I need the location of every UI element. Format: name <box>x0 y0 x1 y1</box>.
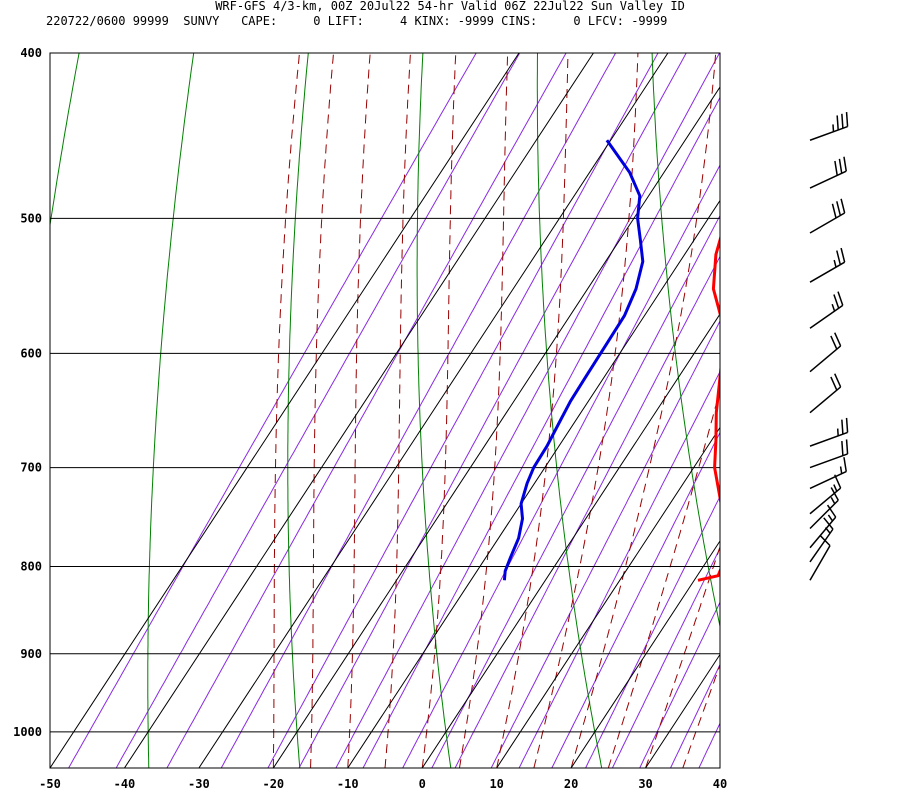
wind-barb <box>809 332 842 373</box>
dry-adiabat-line <box>287 53 309 768</box>
wind-barb <box>809 417 849 447</box>
isotherm-line <box>198 53 669 768</box>
wind-barb <box>809 487 839 530</box>
mixing-ratio-line <box>698 722 720 768</box>
y-tick-label: 400 <box>20 46 42 60</box>
dry-adiabat-line <box>881 53 900 768</box>
wind-barb <box>809 457 847 490</box>
isotherm-line <box>421 313 720 768</box>
wind-barb <box>809 504 837 549</box>
mixing-ratio-line <box>518 370 720 768</box>
dewpoint-profile-line <box>502 139 645 581</box>
mixing-ratio-line <box>267 53 659 768</box>
wind-barb <box>809 517 834 563</box>
mixing-ratio-line <box>166 53 567 768</box>
isotherm-line <box>50 53 520 768</box>
y-tick-label: 500 <box>20 211 42 225</box>
moist-adiabat-line <box>645 545 720 768</box>
wind-barb <box>809 373 842 414</box>
mixing-ratio-line <box>298 53 687 768</box>
wind-barb <box>809 112 849 141</box>
wind-barb <box>809 198 846 234</box>
x-tick-label: 20 <box>564 777 578 791</box>
mixing-ratio-line <box>431 214 720 768</box>
mixing-ratio-line <box>362 96 720 768</box>
x-tick-label: -50 <box>39 777 61 791</box>
moist-adiabat-line <box>421 53 457 768</box>
mixing-ratio-line <box>670 663 720 768</box>
moist-adiabat-line <box>533 53 639 768</box>
dry-adiabat-line <box>416 53 452 768</box>
x-tick-label: 10 <box>489 777 503 791</box>
y-tick-label: 800 <box>20 560 42 574</box>
y-tick-label: 900 <box>20 647 42 661</box>
x-tick-label: 40 <box>713 777 727 791</box>
mixing-ratio-line <box>722 53 900 768</box>
wind-barb <box>809 156 847 189</box>
wind-barb <box>809 474 842 515</box>
x-tick-label: 0 <box>419 777 426 791</box>
mixing-ratio-line <box>220 53 617 768</box>
y-tick-label: 600 <box>20 346 42 360</box>
chart-title: WRF-GFS 4/3-km, 00Z 20Jul22 54-hr Valid … <box>215 0 685 13</box>
x-tick-label: 30 <box>638 777 652 791</box>
moist-adiabat-line <box>719 766 720 768</box>
mixing-ratio-line <box>402 164 720 768</box>
x-tick-label: -30 <box>188 777 210 791</box>
mixing-ratio-line <box>335 53 720 768</box>
x-tick-label: -40 <box>114 777 136 791</box>
mixing-ratio-line <box>611 547 720 768</box>
moist-adiabat-line <box>347 53 371 768</box>
isotherm-line <box>719 767 720 768</box>
moist-adiabat-line <box>607 388 720 768</box>
isotherm-line <box>272 86 720 768</box>
mixing-ratio-line <box>115 53 521 768</box>
mixing-ratio-line <box>551 431 720 768</box>
mixing-ratio-line <box>639 601 720 768</box>
isotherm-line <box>645 653 720 768</box>
moist-adiabat-line <box>384 53 411 768</box>
mixing-ratio-line <box>454 255 720 768</box>
moist-adiabat-line <box>272 53 300 768</box>
wind-barb <box>809 439 849 469</box>
x-tick-label: -20 <box>262 777 284 791</box>
stability-indices-line: 220722/0600 99999 SUNVY CAPE: 0 LIFT: 4 … <box>46 14 668 28</box>
temperature-profile-line <box>697 234 720 582</box>
mixing-ratio-line <box>490 320 720 768</box>
dry-adiabat-line <box>651 53 720 629</box>
y-tick-label: 1000 <box>13 725 42 739</box>
mixing-ratio-line <box>68 53 477 768</box>
moist-adiabat-line <box>570 53 717 768</box>
mixing-ratio-line <box>585 495 720 768</box>
isotherm-line <box>570 540 720 768</box>
isotherm-line <box>347 199 720 768</box>
isotherm-line <box>496 426 720 768</box>
moist-adiabat-line <box>496 53 569 768</box>
moist-adiabat-line <box>458 53 509 768</box>
y-tick-label: 700 <box>20 461 42 475</box>
plot-frame <box>49 52 721 769</box>
wind-barb <box>809 247 846 283</box>
isotherm-line <box>124 53 594 768</box>
dry-adiabat-line <box>147 53 195 768</box>
x-tick-label: -10 <box>337 777 359 791</box>
dry-adiabat-line <box>767 53 900 768</box>
dry-adiabat-line <box>536 53 603 768</box>
wind-barb <box>809 291 844 329</box>
moist-adiabat-line <box>310 53 334 768</box>
wind-barb <box>809 534 831 581</box>
